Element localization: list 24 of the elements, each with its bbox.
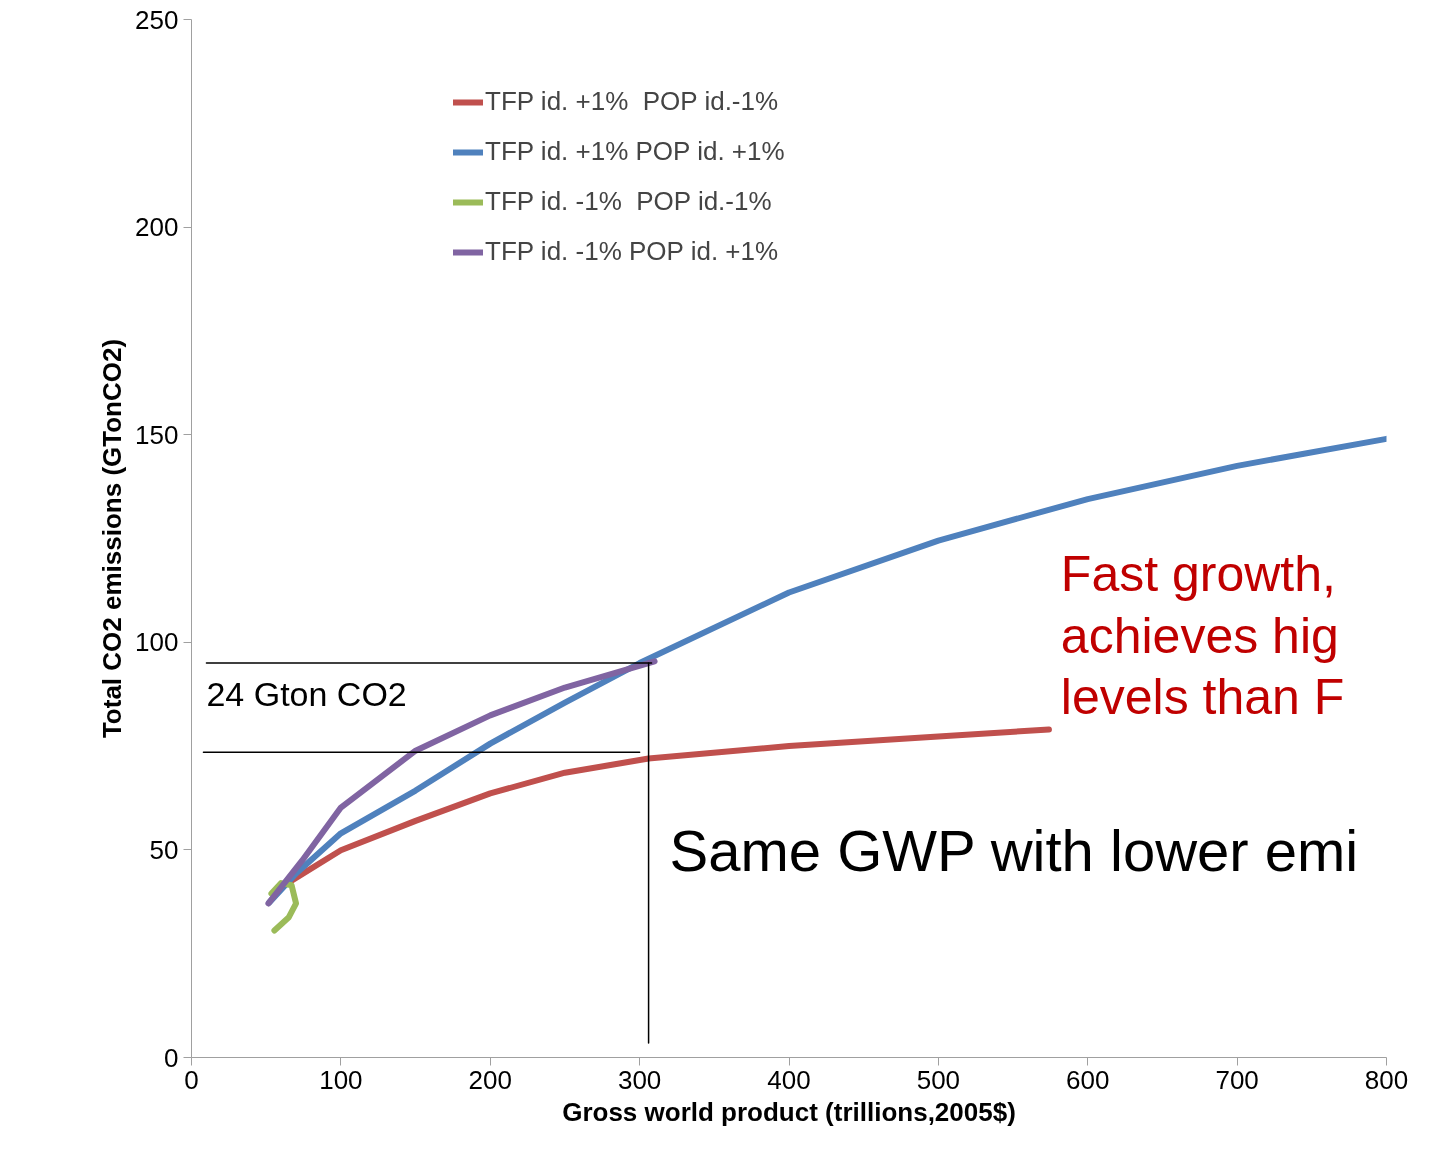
annotation: 24 Gton CO2	[206, 674, 407, 713]
y-axis-title: Total CO2 emissions (GTonCO2)	[97, 338, 128, 739]
x-tick-label: 0	[184, 1064, 199, 1095]
annotation: Same GWP with lower emi	[669, 818, 1359, 884]
x-tick-label: 200	[468, 1064, 512, 1095]
legend-label: TFP id. -1% POP id. +1%	[485, 236, 779, 267]
annotation: Fast growth, achieves hig levels than F	[1060, 546, 1345, 726]
x-tick-label: 400	[767, 1064, 811, 1095]
y-tick-label: 250	[135, 4, 179, 35]
x-tick-label: 700	[1215, 1064, 1259, 1095]
y-tick-label: 100	[135, 627, 179, 658]
x-tick-label: 100	[319, 1064, 363, 1095]
x-axis-title: Gross world product (trillions,2005$)	[562, 1096, 1016, 1127]
x-tick-label: 300	[617, 1064, 662, 1095]
legend-label: TFP id. -1% POP id.-1%	[485, 186, 772, 217]
x-tick-label: 500	[916, 1064, 961, 1095]
y-tick-label: 50	[149, 834, 179, 865]
legend-label: TFP id. +1% POP id. +1%	[485, 136, 785, 167]
y-tick-label: 150	[135, 419, 179, 450]
y-tick-label: 0	[164, 1042, 179, 1073]
legend-label: TFP id. +1% POP id.-1%	[485, 86, 779, 117]
x-tick-label: 800	[1364, 1064, 1409, 1095]
x-tick-label: 600	[1066, 1064, 1110, 1095]
y-tick-label: 200	[135, 212, 179, 243]
